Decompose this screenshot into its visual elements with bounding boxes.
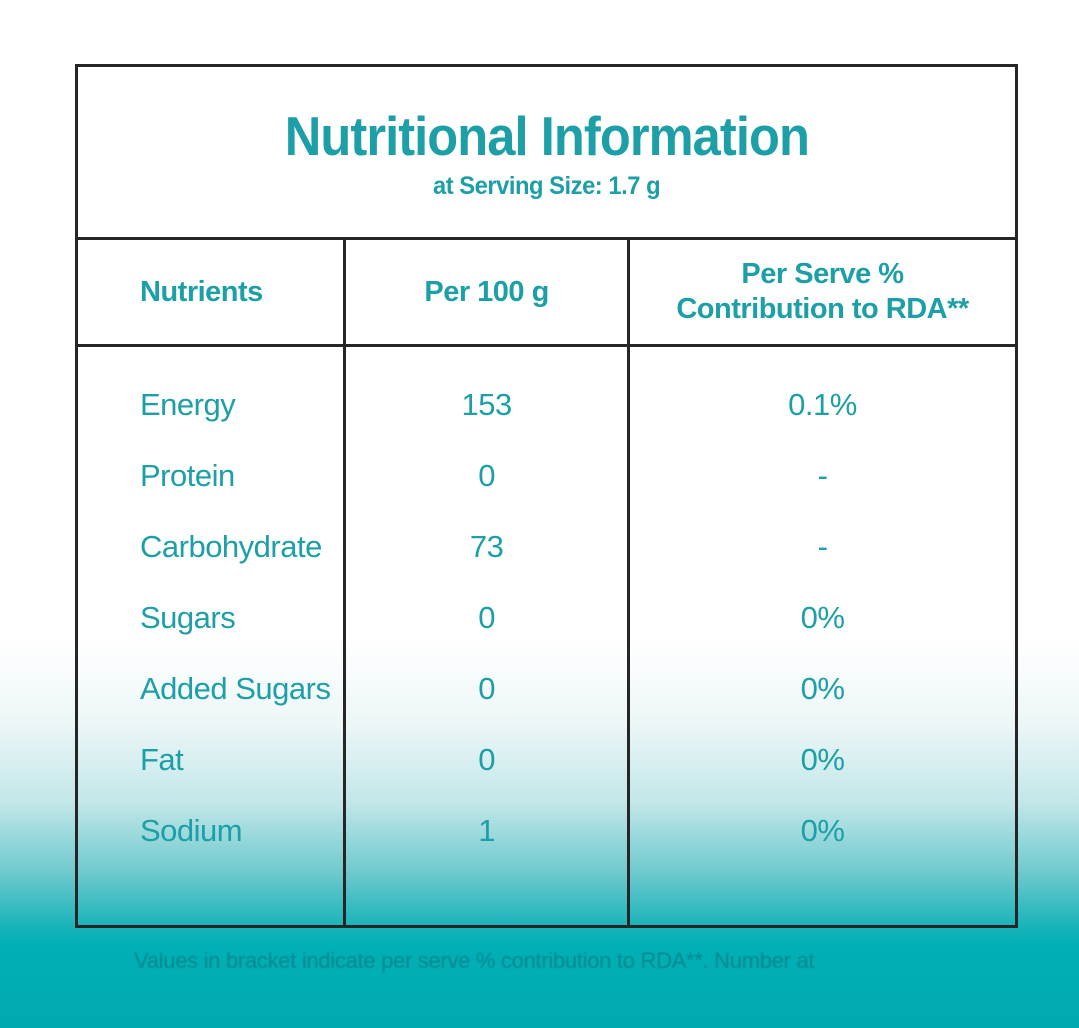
panel-title-area: Nutritional Information at Serving Size:… [78, 67, 1015, 237]
nutrition-panel: Nutritional Information at Serving Size:… [75, 64, 1018, 928]
table-body: Energy Protein Carbohydrate Sugars Added… [78, 347, 1015, 925]
header-per-serve-line2: Contribution to RDA** [676, 293, 969, 325]
header-per-serve-rda: Per Serve % Contribution to RDA** [627, 240, 1015, 344]
rda-footnote: Values in bracket indicate per serve % c… [134, 948, 815, 973]
table-header-row: Nutrients Per 100 g Per Serve % Contribu… [78, 237, 1015, 347]
value-per-serve: 0% [800, 812, 845, 848]
nutrient-label: Sodium [140, 812, 243, 848]
column-nutrients: Energy Protein Carbohydrate Sugars Added… [78, 347, 343, 925]
value-per-100g: 0 [478, 670, 495, 706]
value-per-serve: - [817, 457, 828, 493]
value-per-serve: 0% [800, 599, 845, 635]
serving-size-subtitle: at Serving Size: 1.7 g [432, 171, 661, 200]
value-per-serve: - [817, 528, 828, 564]
value-per-100g: 1 [478, 812, 495, 848]
header-per-100g: Per 100 g [343, 240, 627, 344]
page-title: Nutritional Information [284, 104, 809, 167]
value-per-100g: 73 [469, 528, 504, 564]
header-nutrients: Nutrients [140, 275, 263, 308]
value-per-100g: 0 [478, 599, 495, 635]
value-per-serve: 0% [800, 741, 845, 777]
column-per-100g: 153 0 73 0 0 0 1 [343, 347, 627, 925]
nutrient-label: Sugars [140, 599, 236, 635]
nutrient-label: Fat [140, 741, 184, 777]
value-per-100g: 153 [461, 386, 512, 422]
column-per-serve-rda: 0.1% - - 0% 0% 0% 0% [627, 347, 1015, 925]
value-per-100g: 0 [478, 741, 495, 777]
nutrient-label: Added Sugars [140, 670, 331, 706]
nutrient-label: Energy [140, 386, 236, 422]
nutrient-label: Protein [140, 457, 235, 493]
value-per-serve: 0% [800, 670, 845, 706]
value-per-serve: 0.1% [788, 386, 857, 422]
value-per-100g: 0 [478, 457, 495, 493]
header-per-serve-line1: Per Serve % [741, 257, 904, 290]
nutrient-label: Carbohydrate [140, 528, 322, 564]
